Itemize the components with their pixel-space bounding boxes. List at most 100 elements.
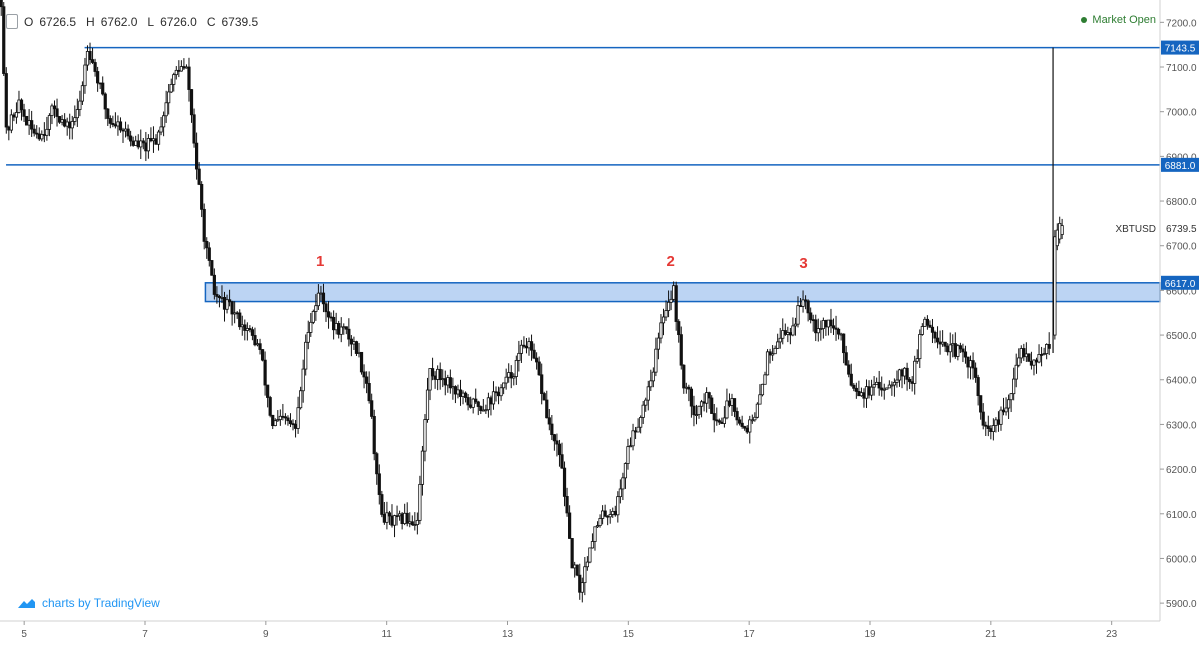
candle-body — [651, 371, 655, 382]
candle — [504, 368, 508, 390]
candle-body — [129, 135, 133, 142]
candle — [522, 336, 526, 349]
candle-body — [283, 416, 288, 419]
ohlc-open-value: 6726.5 — [39, 14, 77, 29]
candle-body — [96, 71, 100, 84]
symbol-badge-icon[interactable] — [6, 14, 18, 29]
candle-body — [469, 404, 473, 408]
candle — [301, 359, 305, 403]
y-tick-label: 6500.0 — [1166, 331, 1197, 342]
candle-body — [885, 387, 889, 390]
candle-body — [484, 409, 488, 412]
candle-body — [946, 345, 950, 353]
candle-body — [415, 519, 419, 525]
candle — [687, 384, 691, 402]
candle-body — [1009, 393, 1013, 401]
candle-body — [52, 105, 57, 110]
candle-body — [337, 323, 341, 335]
candle-body — [532, 349, 536, 359]
candle-body — [40, 134, 44, 140]
candle — [139, 129, 143, 159]
candle — [623, 462, 628, 489]
candle — [895, 370, 899, 388]
candle — [187, 57, 191, 102]
last-price-label: 6739.5 — [1166, 224, 1197, 235]
candle-body — [897, 369, 902, 381]
market-status: Market Open — [1081, 14, 1156, 26]
candle-body — [847, 364, 851, 375]
candle-body — [811, 319, 815, 322]
candle — [448, 369, 452, 394]
candle-body — [913, 360, 917, 384]
candle — [646, 380, 650, 411]
candle — [809, 307, 813, 324]
candle-body — [88, 51, 92, 60]
candle — [588, 547, 592, 564]
candle-body — [349, 338, 353, 345]
candle — [75, 98, 79, 127]
candle-body — [50, 105, 54, 116]
candle-body — [339, 326, 343, 335]
zone-price-tag: 6617.0 — [1165, 279, 1196, 290]
candle-body — [24, 115, 29, 126]
candle-body — [438, 368, 442, 381]
candle — [778, 327, 782, 349]
candle — [776, 333, 780, 349]
candle-body — [527, 341, 531, 349]
candle — [509, 365, 513, 389]
candle — [674, 281, 678, 331]
candle-body — [116, 121, 120, 127]
candle-body — [928, 324, 932, 328]
candle-body — [151, 138, 156, 142]
candle-body — [869, 386, 874, 396]
candle — [299, 386, 303, 410]
candle-body — [372, 416, 376, 455]
candle — [535, 352, 539, 370]
candle-body — [918, 334, 922, 360]
candle-body — [771, 353, 775, 356]
candle-body — [552, 434, 556, 442]
candle-body — [550, 423, 554, 436]
candle-body — [570, 538, 574, 569]
candle — [50, 103, 54, 125]
level-lines-layer — [6, 46, 1160, 166]
candle-body — [590, 541, 595, 549]
candle-body — [803, 299, 808, 302]
candle-body — [626, 446, 630, 464]
candle-body — [362, 371, 366, 378]
candle — [205, 237, 209, 259]
candle-body — [311, 311, 315, 323]
y-tick-label: 7200.0 — [1166, 18, 1197, 29]
candle-body — [834, 327, 838, 330]
candle-body — [999, 409, 1003, 425]
candle-body — [1034, 359, 1039, 363]
candle-body — [192, 114, 196, 144]
candle — [126, 124, 130, 140]
candle — [425, 377, 430, 423]
candle-body — [1022, 348, 1026, 358]
candle-body — [857, 391, 861, 397]
candle-body — [458, 389, 463, 397]
candle-body — [334, 323, 338, 331]
candle-body — [565, 496, 569, 514]
level-price-tag: 7143.5 — [1165, 44, 1196, 55]
candle-body — [1012, 378, 1016, 395]
candle-body — [425, 389, 430, 420]
candle — [288, 413, 293, 428]
candle-body — [60, 119, 64, 123]
candle-body — [121, 129, 125, 132]
candle — [24, 115, 29, 126]
candle-body — [12, 114, 16, 118]
candle — [803, 295, 808, 310]
candle-body — [994, 419, 998, 426]
candle-body — [826, 319, 831, 328]
candle-body — [672, 285, 676, 300]
candle-body — [200, 184, 204, 210]
candle-body — [324, 303, 328, 313]
candle-body — [616, 496, 620, 516]
x-axis[interactable]: 5 7 9 11 13 15 17 19 21 23 — [21, 621, 1118, 640]
tradingview-branding[interactable]: charts by TradingView — [16, 596, 160, 610]
candle-body — [47, 115, 52, 130]
candle-body — [768, 351, 772, 356]
